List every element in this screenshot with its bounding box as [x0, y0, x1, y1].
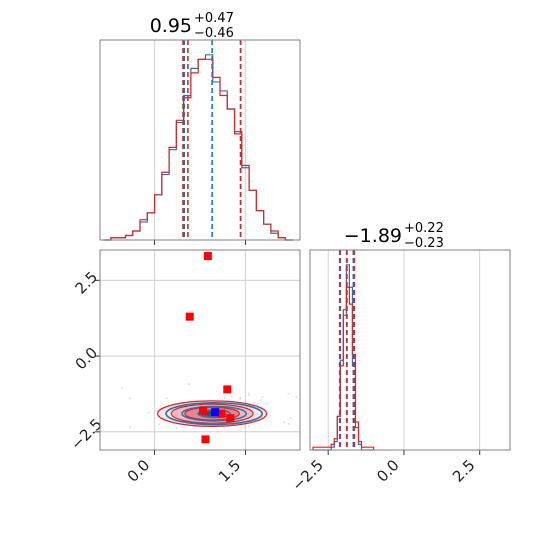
sample-point: [247, 425, 250, 428]
histogram-panel-2: −2.5 0.0 2.5: [289, 249, 511, 495]
sample-point: [259, 399, 262, 402]
red-square-marker: [226, 414, 235, 423]
scatter-x-tick-label: 1.5: [215, 456, 245, 486]
sample-point: [247, 392, 250, 395]
y-tick-label: 2.5: [72, 268, 102, 298]
sample-point: [266, 403, 268, 405]
sample-point: [283, 421, 286, 424]
panel-frame: [99, 39, 301, 241]
sample-point: [147, 411, 150, 414]
sample-point: [288, 422, 291, 425]
red-square-marker: [223, 385, 232, 394]
blue-square-marker: [211, 408, 220, 417]
red-square-marker: [185, 312, 194, 321]
hist1-title-value: 0.95: [150, 15, 192, 37]
sample-point: [129, 397, 131, 400]
sample-point: [295, 396, 298, 399]
sample-point: [217, 430, 220, 433]
panel-titles: 0.95 +0.47−0.46 −1.89 +0.22−0.23: [150, 11, 444, 251]
sample-point: [121, 386, 124, 389]
sample-point: [175, 427, 178, 429]
hist2-title-value: −1.89: [344, 225, 402, 247]
hist2-title-lower-error: −0.23: [404, 236, 444, 251]
hist1-title-upper-error: +0.47: [194, 11, 234, 26]
sample-point: [252, 401, 255, 404]
sample-point: [243, 426, 246, 428]
histogram-step-red: [103, 58, 293, 241]
red-square-marker: [203, 252, 212, 261]
red-square-marker: [199, 406, 208, 415]
sample-point: [261, 396, 264, 399]
density-contour-blue: [165, 401, 264, 426]
sample-point: [155, 410, 158, 412]
panel-frame: [309, 249, 511, 451]
sample-point: [231, 395, 233, 398]
sample-point: [165, 397, 168, 399]
sample-point: [248, 394, 251, 397]
sample-point: [158, 423, 161, 426]
histogram-step-red: [312, 286, 375, 450]
scatter-contour-panel: 0.0 1.5−2.50.02.5: [67, 249, 301, 486]
hist2-title-upper-error: +0.22: [404, 221, 444, 236]
sample-point: [223, 396, 226, 399]
sample-point: [129, 426, 131, 428]
hist2-x-tick-label: 0.0: [373, 456, 403, 486]
hist2-x-tick-label: −2.5: [289, 456, 327, 494]
hist2-x-tick-label: 2.5: [449, 456, 479, 486]
histogram-step-blue: [103, 54, 293, 241]
red-square-marker: [217, 409, 226, 418]
sample-point: [188, 383, 191, 386]
histogram-panel-1: [99, 39, 301, 245]
scatter-x-tick-label: 0.0: [124, 456, 154, 486]
sample-point: [223, 427, 226, 430]
hist1-title-lower-error: −0.46: [194, 26, 234, 41]
red-square-marker: [201, 435, 210, 444]
sample-point: [289, 416, 292, 419]
density-contour-blue: [181, 405, 247, 422]
panel-frame: [99, 249, 301, 451]
y-tick-label: 0.0: [72, 344, 102, 374]
sample-point: [287, 392, 290, 395]
sample-point: [239, 397, 242, 400]
